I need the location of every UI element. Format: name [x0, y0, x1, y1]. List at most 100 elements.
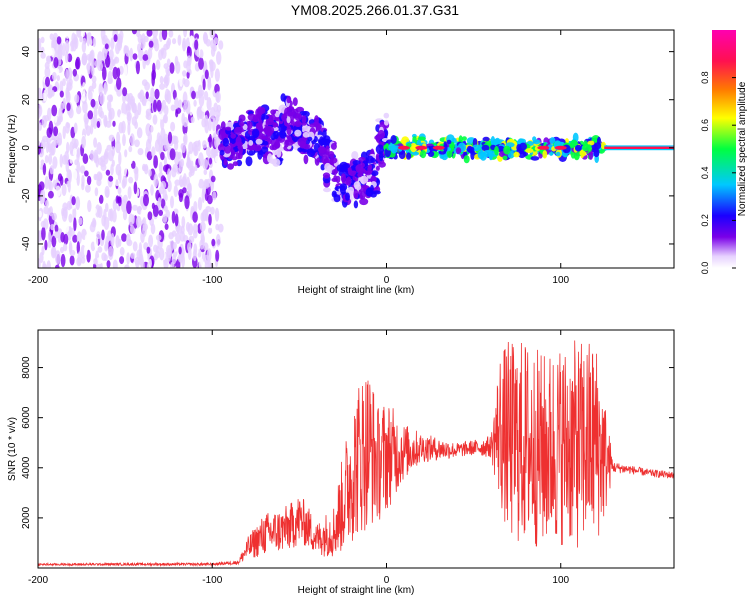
spectrogram-blob	[174, 97, 179, 110]
spectrogram-blob	[116, 131, 121, 144]
spectrogram-blob	[153, 244, 158, 253]
spectrogram-blob	[59, 153, 63, 168]
spectrogram-blob	[76, 30, 82, 38]
spectrogram-blob	[214, 155, 221, 163]
spectrogram-blob	[150, 223, 156, 235]
spectrogram-blob	[390, 145, 398, 154]
spectrogram-blob	[216, 114, 220, 122]
spectrogram-blob	[274, 110, 280, 118]
spectrogram-blob	[242, 123, 248, 131]
spectrogram-blob	[129, 47, 134, 62]
spectrogram-blob	[158, 209, 163, 216]
spectrogram-blob	[162, 214, 168, 223]
snr-axes: -200 -100 0 100 2000 4000 6000 8000	[21, 330, 674, 586]
spectrogram-blob	[134, 256, 141, 266]
spectrogram-blob	[294, 129, 302, 137]
snr-y-tick-label: 6000	[21, 406, 32, 429]
spectrogram-blob	[161, 30, 168, 41]
spectrogram-blob	[79, 165, 86, 174]
spectrogram-blob	[187, 46, 191, 54]
spectrogram-blob	[157, 197, 162, 207]
spectrogram-blob	[44, 66, 51, 79]
spectrogram-blob	[202, 140, 207, 149]
spectrogram-blob	[372, 190, 381, 195]
spectrogram-blob	[147, 131, 152, 144]
spectrogram-blob	[353, 200, 359, 209]
spectrogram-blob	[137, 92, 143, 100]
spectrogram-blob	[532, 136, 537, 142]
spectrogram-blob	[193, 145, 199, 157]
spectrogram-blob	[62, 78, 66, 87]
spectrogram-blob	[116, 204, 121, 212]
spectrogram-blob	[82, 82, 86, 96]
spectrogram-blob	[188, 235, 195, 244]
spectrogram-blob	[44, 176, 49, 190]
spectrogram-blob	[118, 122, 124, 134]
spectrogram-blob	[197, 139, 201, 152]
spectrogram-blob	[132, 204, 138, 211]
spectrogram-blob	[137, 43, 142, 53]
spectrogram-x-tick-label: 0	[384, 275, 390, 286]
spectrogram-blob	[345, 192, 350, 201]
spectrogram-blob	[124, 149, 128, 158]
spectrogram-blob	[352, 160, 361, 166]
spectrogram-blob	[93, 137, 98, 148]
spectrogram-blob	[54, 231, 60, 239]
spectrogram-blob	[76, 241, 81, 255]
spectrogram-blob	[303, 154, 309, 165]
spectrogram-blob	[375, 165, 380, 171]
spectrogram-blob	[110, 37, 115, 50]
spectrogram-blob	[171, 167, 177, 178]
spectrogram-blob	[130, 224, 135, 234]
spectrogram-blob	[208, 117, 212, 132]
snr-series-line	[38, 340, 674, 567]
spectrogram-blob	[212, 191, 217, 201]
spectrogram-blob	[160, 143, 164, 153]
spectrogram-blob	[519, 142, 527, 151]
spectrogram-blob	[101, 229, 105, 241]
spectrogram-blob	[176, 224, 183, 234]
spectrogram-blob	[122, 162, 128, 176]
spectrogram-blob	[182, 187, 187, 194]
spectrogram-blob	[215, 249, 220, 262]
snr-x-tick-label: 0	[384, 575, 390, 586]
spectrogram-blob	[218, 132, 227, 141]
spectrogram-blob	[286, 125, 292, 136]
spectrogram-blob	[170, 104, 176, 112]
spectrogram-blob	[555, 151, 561, 157]
spectrogram-blob	[64, 223, 70, 233]
spectrogram-blob	[141, 104, 147, 118]
spectrogram-blob	[562, 152, 568, 158]
spectrogram-blob	[258, 132, 263, 137]
spectrogram-blob	[169, 148, 176, 161]
spectrogram-blob	[59, 90, 64, 98]
spectrogram-blob	[481, 144, 490, 152]
snr-frame	[37, 329, 675, 569]
spectrogram-blob	[173, 135, 178, 145]
spectrogram-blob	[38, 229, 41, 243]
spectrogram-blob	[119, 113, 126, 120]
spectrogram-blob	[112, 259, 118, 268]
spectrogram-blob	[80, 203, 86, 214]
spectrogram-blob	[371, 170, 379, 177]
spectrogram-blob	[160, 198, 166, 209]
spectrogram-blob	[587, 140, 595, 146]
spectrogram-blob	[53, 204, 58, 212]
spectrogram-blob	[172, 242, 177, 250]
spectrogram-blob	[90, 123, 94, 135]
spectrogram-blob	[231, 156, 238, 161]
spectrogram-blob	[121, 233, 127, 242]
colorbar-label: Normalized spectral amplitude	[737, 81, 748, 216]
spectrogram-blob	[115, 140, 121, 154]
spectrogram-blob	[406, 152, 412, 160]
spectrogram-blob	[140, 209, 145, 217]
spectrogram-blob	[593, 147, 600, 158]
spectrogram-blob	[40, 159, 45, 166]
spectrogram-blob	[148, 169, 152, 177]
spectrogram-blob	[62, 243, 68, 252]
spectrogram-blob	[50, 47, 55, 58]
spectrogram-blob	[126, 200, 132, 215]
spectrogram-blob	[123, 64, 128, 78]
spectrogram-blob	[147, 47, 153, 60]
